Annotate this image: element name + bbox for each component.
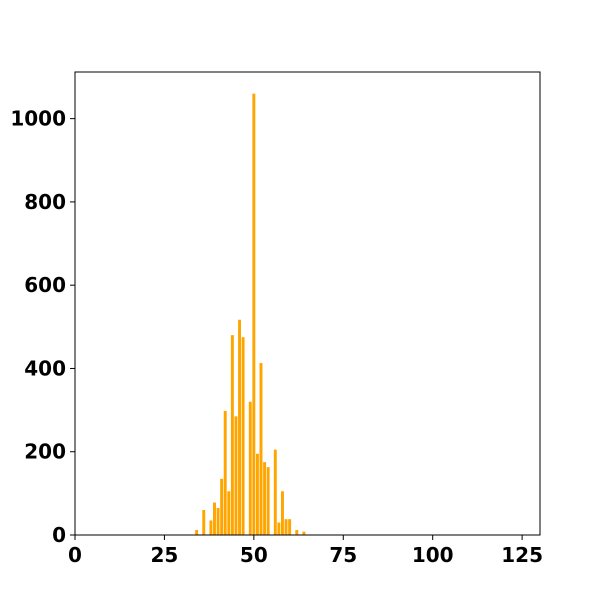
histogram-bar	[241, 337, 245, 535]
histogram-bar	[288, 519, 292, 535]
x-tick-label: 100	[412, 543, 454, 567]
histogram-bar	[281, 491, 284, 535]
histogram-bar	[230, 335, 234, 535]
y-tick-label: 1000	[10, 107, 66, 131]
histogram-bar	[252, 93, 256, 536]
histogram-bar	[234, 416, 238, 535]
histogram-bar	[195, 530, 199, 535]
plot-frame	[74, 71, 541, 536]
x-tick-label: 125	[501, 543, 543, 567]
histogram-bar	[223, 410, 227, 535]
histogram-bar	[216, 507, 220, 535]
histogram-bar	[273, 449, 277, 535]
histogram-bar	[248, 401, 252, 535]
histogram-bar	[295, 530, 299, 535]
x-tick-label: 25	[151, 543, 179, 567]
histogram-bar	[213, 502, 216, 535]
histogram-bar	[255, 453, 259, 535]
y-tick-label: 600	[24, 273, 66, 297]
histogram-bar	[266, 467, 270, 535]
histogram-bar	[302, 531, 306, 535]
ticks-layer: 0 25 50 75 100 125 0 200 400 600 800 1000	[10, 107, 543, 567]
histogram-bar	[209, 520, 213, 535]
x-tick-label: 0	[68, 543, 82, 567]
x-tick-label: 75	[329, 543, 357, 567]
histogram-bar	[277, 522, 281, 535]
histogram-bar	[227, 491, 231, 535]
histogram-bar	[202, 510, 206, 535]
histogram-bar	[263, 462, 267, 535]
histogram-bar	[238, 319, 241, 535]
histogram-bar	[220, 478, 224, 535]
bars-layer	[195, 93, 306, 536]
histogram-bar	[259, 363, 263, 535]
y-tick-label: 200	[24, 440, 66, 464]
histogram-bar	[284, 519, 288, 535]
y-tick-label: 800	[24, 190, 66, 214]
x-tick-label: 50	[240, 543, 268, 567]
y-tick-label: 0	[52, 523, 66, 547]
y-tick-label: 400	[24, 356, 66, 380]
